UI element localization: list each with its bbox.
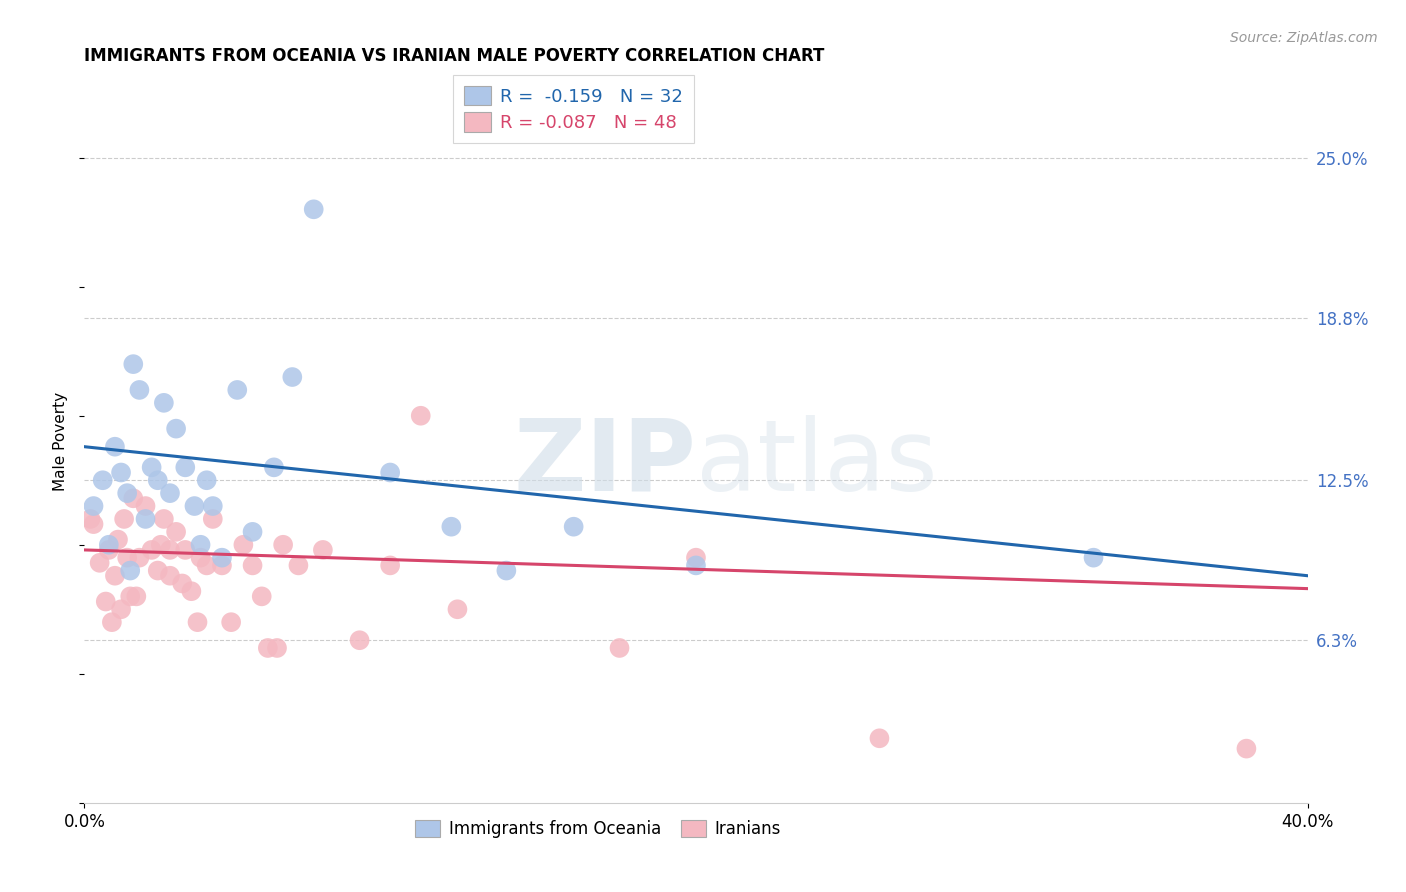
Point [186, 615, 208, 630]
Point [149, 538, 172, 552]
Point [1083, 550, 1105, 565]
Point [183, 499, 205, 513]
Point [122, 357, 145, 371]
Point [446, 602, 468, 616]
Point [122, 491, 145, 506]
Point [165, 524, 187, 539]
Point [495, 564, 517, 578]
Point [141, 542, 163, 557]
Legend: Immigrants from Oceania, Iranians: Immigrants from Oceania, Iranians [409, 814, 787, 845]
Point [287, 558, 309, 573]
Point [609, 640, 631, 655]
Point [250, 590, 273, 604]
Point [159, 568, 181, 582]
Point [211, 550, 233, 565]
Point [219, 615, 242, 630]
Point [190, 550, 212, 565]
Point [174, 460, 197, 475]
Point [263, 460, 285, 475]
Point [141, 460, 163, 475]
Point [266, 640, 288, 655]
Point [685, 550, 707, 565]
Point [159, 542, 181, 557]
Point [440, 519, 463, 533]
Point [685, 558, 707, 573]
Point [201, 499, 224, 513]
Point [104, 440, 127, 454]
Point [107, 533, 129, 547]
Point [174, 542, 197, 557]
Point [1236, 741, 1258, 756]
Point [195, 473, 218, 487]
Point [562, 519, 585, 533]
Text: atlas: atlas [696, 415, 938, 512]
Point [97, 542, 120, 557]
Point [312, 542, 335, 557]
Point [869, 731, 891, 746]
Point [409, 409, 432, 423]
Point [104, 568, 127, 582]
Point [125, 590, 148, 604]
Point [120, 590, 142, 604]
Point [112, 512, 135, 526]
Point [110, 602, 132, 616]
Point [120, 564, 142, 578]
Point [89, 556, 111, 570]
Point [83, 499, 105, 513]
Point [271, 538, 294, 552]
Point [97, 538, 120, 552]
Point [211, 558, 233, 573]
Point [94, 594, 117, 608]
Point [201, 512, 224, 526]
Point [281, 370, 304, 384]
Point [172, 576, 194, 591]
Point [165, 422, 187, 436]
Point [242, 524, 264, 539]
Point [159, 486, 181, 500]
Point [128, 383, 150, 397]
Point [110, 466, 132, 480]
Point [153, 396, 176, 410]
Point [91, 473, 114, 487]
Point [128, 550, 150, 565]
Y-axis label: Male Poverty: Male Poverty [53, 392, 69, 491]
Point [180, 584, 202, 599]
Point [380, 558, 402, 573]
Point [257, 640, 280, 655]
Point [83, 517, 105, 532]
Point [135, 499, 157, 513]
Text: IMMIGRANTS FROM OCEANIA VS IRANIAN MALE POVERTY CORRELATION CHART: IMMIGRANTS FROM OCEANIA VS IRANIAN MALE … [84, 47, 825, 65]
Point [232, 538, 254, 552]
Text: Source: ZipAtlas.com: Source: ZipAtlas.com [1230, 31, 1378, 45]
Text: ZIP: ZIP [513, 415, 696, 512]
Point [146, 473, 169, 487]
Point [242, 558, 264, 573]
Point [153, 512, 176, 526]
Point [380, 466, 402, 480]
Point [349, 633, 371, 648]
Point [79, 512, 101, 526]
Point [190, 538, 212, 552]
Point [195, 558, 218, 573]
Point [101, 615, 124, 630]
Point [226, 383, 249, 397]
Point [115, 550, 138, 565]
Point [115, 486, 138, 500]
Point [146, 564, 169, 578]
Point [135, 512, 157, 526]
Point [302, 202, 325, 217]
